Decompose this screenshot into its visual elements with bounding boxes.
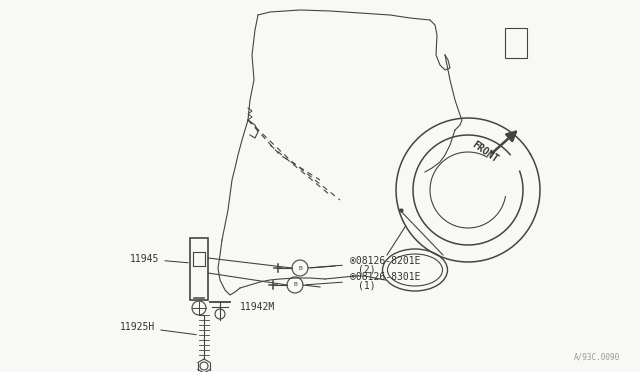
Bar — [190, 238, 208, 300]
Text: FRONT: FRONT — [470, 139, 500, 164]
Text: 11942M: 11942M — [240, 302, 275, 312]
Text: 11925H: 11925H — [120, 322, 196, 335]
Text: B: B — [293, 282, 297, 288]
Bar — [505, 28, 527, 58]
Text: B: B — [298, 266, 302, 270]
Text: ®08126-8301E: ®08126-8301E — [350, 272, 420, 282]
Text: 11945: 11945 — [130, 254, 188, 264]
Text: (2): (2) — [358, 265, 376, 275]
Text: ®08126-8201E: ®08126-8201E — [350, 256, 420, 266]
Text: (1): (1) — [358, 281, 376, 291]
Text: A/93C.0090: A/93C.0090 — [573, 353, 620, 362]
